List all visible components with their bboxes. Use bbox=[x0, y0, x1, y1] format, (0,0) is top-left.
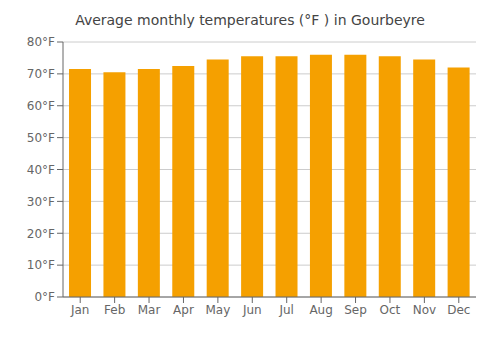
svg-text:Aug: Aug bbox=[309, 303, 332, 317]
svg-text:May: May bbox=[205, 303, 230, 317]
svg-text:0°F: 0°F bbox=[34, 290, 55, 304]
svg-text:Dec: Dec bbox=[447, 303, 470, 317]
svg-text:80°F: 80°F bbox=[27, 35, 55, 49]
svg-text:60°F: 60°F bbox=[27, 99, 55, 113]
svg-text:Jun: Jun bbox=[242, 303, 262, 317]
svg-text:20°F: 20°F bbox=[27, 227, 55, 241]
svg-text:Sep: Sep bbox=[344, 303, 367, 317]
svg-text:Nov: Nov bbox=[413, 303, 436, 317]
svg-text:Mar: Mar bbox=[138, 303, 161, 317]
svg-text:40°F: 40°F bbox=[27, 163, 55, 177]
svg-text:Oct: Oct bbox=[380, 303, 401, 317]
html-text:Average monthly temperatures (: Average monthly temperatures (°F ) in Go… bbox=[75, 12, 425, 28]
svg-text:70°F: 70°F bbox=[27, 67, 55, 81]
svg-text:50°F: 50°F bbox=[27, 131, 55, 145]
svg-text:Feb: Feb bbox=[104, 303, 125, 317]
svg-text:Jan: Jan bbox=[70, 303, 90, 317]
svg-text:Apr: Apr bbox=[173, 303, 194, 317]
svg-text:30°F: 30°F bbox=[27, 195, 55, 209]
svg-text:10°F: 10°F bbox=[27, 258, 55, 272]
svg-text:Jul: Jul bbox=[278, 303, 293, 317]
